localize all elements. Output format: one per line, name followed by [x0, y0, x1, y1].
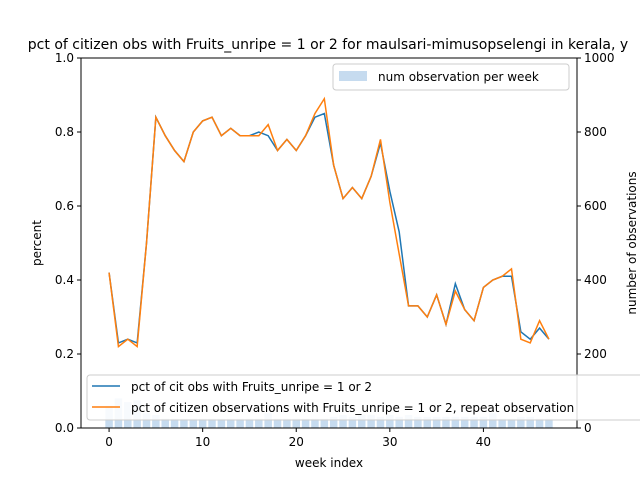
bar	[451, 416, 460, 428]
y2-tick-label: 800	[584, 125, 607, 139]
bar	[498, 418, 506, 428]
x-tick-label: 10	[195, 435, 210, 449]
bar	[329, 416, 338, 428]
y-tick-label: 1.0	[55, 51, 74, 65]
y2-tick-label: 400	[584, 273, 607, 287]
legend-bars-swatch	[339, 71, 367, 81]
bar	[348, 416, 357, 428]
bar	[301, 418, 310, 428]
y-tick-label: 0.8	[55, 125, 74, 139]
bar	[255, 418, 263, 428]
bar	[489, 413, 497, 428]
x-axis: 0 10 20 30 40	[105, 428, 491, 449]
bar	[142, 413, 151, 428]
bar	[535, 418, 544, 428]
bar	[358, 415, 366, 428]
x-tick-label: 30	[382, 435, 397, 449]
bar	[180, 418, 188, 428]
line-group	[108, 96, 550, 349]
bar	[311, 418, 319, 428]
y-tick-label: 0.6	[55, 199, 74, 213]
series-line-2	[108, 96, 550, 349]
chart-title: pct of citizen obs with Fruits_unripe = …	[28, 37, 628, 53]
legend-bars-label: num observation per week	[378, 70, 539, 84]
bar	[386, 415, 394, 428]
y-tick-label: 0.2	[55, 347, 74, 361]
bar	[470, 416, 478, 428]
legend-bars-box	[332, 63, 570, 91]
bar	[283, 418, 291, 428]
y2-tick-label: 200	[584, 347, 607, 361]
bar	[526, 416, 534, 428]
bar	[152, 415, 160, 428]
y-axis-right: 0 200 400 600 800 1000	[577, 51, 615, 435]
bar	[161, 418, 169, 428]
y2-tick-label: 0	[584, 421, 592, 435]
bar	[414, 416, 422, 428]
series-line-1	[108, 112, 550, 344]
y-tick-label: 0.0	[55, 421, 74, 435]
bar	[376, 416, 385, 428]
bar	[423, 416, 432, 428]
y-axis-left: 0.0 0.2 0.4 0.6 0.8 1.0	[55, 51, 81, 435]
y-axis-label: percent	[30, 220, 44, 266]
x-tick-label: 20	[289, 435, 304, 449]
bar	[264, 413, 272, 428]
bar	[320, 418, 329, 428]
bar	[217, 418, 226, 428]
bar	[442, 416, 450, 428]
y2-tick-label: 600	[584, 199, 607, 213]
bar	[292, 418, 300, 428]
y2-axis-label: number of observations	[625, 171, 639, 314]
bar	[170, 418, 179, 428]
y2-tick-label: 1000	[584, 51, 615, 65]
bar	[517, 416, 525, 428]
x-tick-label: 0	[105, 435, 113, 449]
bar	[460, 416, 469, 428]
bar	[545, 418, 553, 428]
y-tick-label: 0.4	[55, 273, 74, 287]
legend-lines-box	[86, 374, 640, 421]
bar	[226, 418, 235, 428]
bar	[395, 416, 403, 428]
plot-frame	[80, 57, 578, 429]
bar	[367, 415, 375, 428]
bar	[479, 416, 488, 428]
legend-bars: num observation per week	[332, 63, 570, 91]
bar	[208, 418, 216, 428]
bar	[507, 418, 516, 428]
bar	[189, 418, 198, 428]
legend-series-2-label: pct of citizen observations with Fruits_…	[131, 401, 574, 415]
bar	[339, 415, 347, 428]
x-tick-label: 40	[476, 435, 491, 449]
bar	[432, 416, 441, 428]
bar	[236, 418, 244, 428]
x-axis-label: week index	[295, 456, 363, 470]
bar	[404, 415, 413, 428]
bar	[198, 418, 207, 428]
legend-series-1-label: pct of cit obs with Fruits_unripe = 1 or…	[131, 380, 372, 394]
bar	[273, 418, 282, 428]
bar	[245, 418, 254, 428]
legend-lines: pct of cit obs with Fruits_unripe = 1 or…	[86, 374, 640, 421]
